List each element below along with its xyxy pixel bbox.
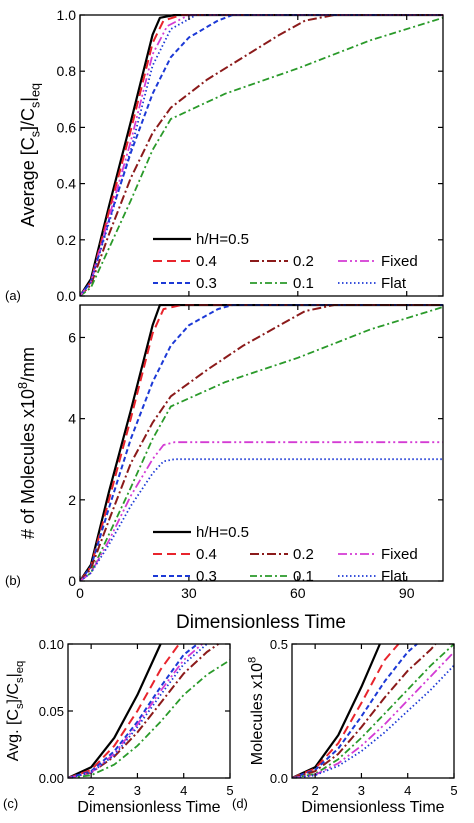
plot-frame (79, 14, 444, 297)
panel-label: (d) (232, 796, 248, 811)
plot-frame (79, 304, 444, 582)
series-line-0-3 (292, 643, 418, 778)
y-tick-label: 0 (68, 573, 76, 589)
x-tick-label: 4 (180, 783, 187, 798)
legend-entry-label: 0.3 (196, 275, 217, 292)
y-axis-label: Avg. [Cs]/Cs|eq (5, 661, 26, 761)
legend-entry-label: 0.1 (293, 275, 314, 292)
series-line-flat (68, 643, 208, 778)
plot-frame (291, 643, 455, 779)
series-line-fixed (292, 651, 454, 778)
legend-entry-label: Flat (381, 568, 407, 585)
legend: h/H=0.5 0.4 0.2 Fixed 0.3 0.1 Flat (153, 524, 418, 585)
legend-entry-label: 0.3 (196, 568, 217, 585)
x-tick-label: 5 (450, 783, 457, 798)
legend-entry-label: h/H=0.5 (196, 524, 249, 541)
series-line-0-2 (80, 304, 443, 581)
series-line-0-2 (80, 14, 443, 296)
y-tick-label: 0.0 (57, 288, 77, 304)
y-tick-label: 0.4 (57, 176, 77, 192)
series-line-0-4 (80, 304, 443, 581)
y-axis-label: Molecules x108 (247, 657, 266, 766)
y-tick-label: 0.6 (57, 119, 77, 135)
series-group (80, 304, 443, 581)
legend: h/H=0.5 0.4 0.2 Fixed 0.3 0.1 Flat (153, 231, 418, 292)
series-group (68, 643, 230, 778)
y-axis-label: Average [Cs]/Cs|eq (18, 83, 42, 227)
y-tick-label: 6 (68, 329, 76, 345)
series-group (292, 643, 454, 778)
legend-entry-label: h/H=0.5 (196, 231, 249, 248)
panel-label: (b) (5, 573, 21, 588)
panel-label: (a) (5, 288, 21, 303)
legend-entry-label: 0.4 (196, 546, 217, 563)
legend-entry-label: 0.1 (293, 568, 314, 585)
x-tick-label: 2 (88, 783, 95, 798)
legend-entry-label: Fixed (381, 253, 418, 270)
panel-a: 0.0 0.2 0.4 0.6 0.8 1.0 (a) Average [Cs]/Cs|eq h… (5, 7, 444, 304)
y-tick-label: 2 (68, 492, 76, 508)
y-tick-label: 0.2 (57, 232, 77, 248)
x-tick-label: 5 (226, 783, 233, 798)
series-line-0-3 (80, 304, 443, 581)
x-tick-label: 2 (312, 783, 319, 798)
panel-d: 2 3 4 5 0.0 0.5 (d) Molecules x108 Dimensionless… (232, 637, 458, 816)
y-tick-label: 0.10 (39, 637, 64, 652)
y-tick-label: 0.5 (270, 637, 288, 652)
x-tick-label: 3 (134, 783, 141, 798)
y-axis-label: # of Molecules x108/mm (16, 347, 38, 539)
y-tick-label: 0.8 (57, 63, 77, 79)
x-axis-label: Dimensionless Time (176, 612, 346, 633)
y-tick-label: 0.0 (270, 771, 288, 786)
legend-entry-label: 0.2 (293, 546, 314, 563)
x-axis-label: Dimensionless Time (77, 799, 220, 816)
series-line-0-1 (80, 306, 443, 581)
x-tick-label: 90 (399, 585, 415, 601)
series-line-h-h-0-5 (68, 643, 162, 778)
series-line-0-4 (292, 643, 400, 778)
panel-c: 2 3 4 5 0.00 0.05 0.10 (c) Avg. [Cs]/Cs|eq Dimens… (3, 637, 234, 816)
y-tick-label: 1.0 (57, 7, 77, 23)
series-line-0-1 (80, 16, 443, 296)
series-line-0-3 (68, 643, 199, 778)
x-axis-label: Dimensionless Time (301, 799, 444, 816)
series-line-h-h-0-5 (292, 643, 381, 778)
x-tick-label: 4 (404, 783, 411, 798)
series-line-0-1 (68, 659, 230, 778)
x-tick-label: 30 (181, 585, 197, 601)
x-tick-label: 0 (76, 585, 84, 601)
panel-label: (c) (3, 796, 18, 811)
panel-b: 0 30 60 90 0 2 4 6 (b) # of Molecules x108/mm Dime… (5, 304, 444, 633)
x-tick-label: 3 (358, 783, 365, 798)
y-tick-label: 0.00 (39, 771, 64, 786)
legend-entry-label: 0.2 (293, 253, 314, 270)
series-line-0-2 (68, 643, 219, 778)
y-tick-label: 4 (68, 411, 76, 427)
legend-entry-label: Fixed (381, 546, 418, 563)
series-line-flat (80, 14, 443, 296)
x-tick-label: 60 (290, 585, 306, 601)
series-line-fixed (68, 643, 203, 778)
legend-entry-label: 0.4 (196, 253, 217, 270)
series-line-0-2 (292, 643, 437, 778)
series-line-flat (80, 458, 443, 581)
y-tick-label: 0.05 (39, 704, 64, 719)
legend-entry-label: Flat (381, 275, 407, 292)
series-line-0-4 (68, 643, 180, 778)
